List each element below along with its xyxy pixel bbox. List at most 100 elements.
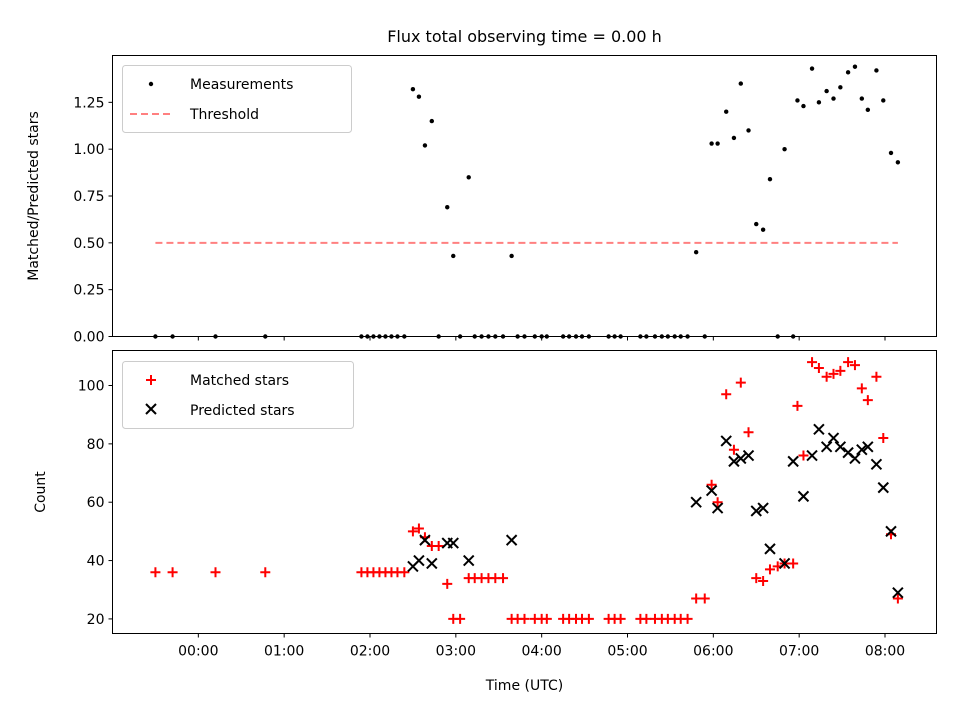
measurement-point bbox=[709, 141, 714, 146]
predicted-star-point bbox=[426, 557, 438, 570]
bottom-y-tick-label: 60 bbox=[87, 495, 105, 511]
measurement-point bbox=[888, 150, 894, 156]
measurement-point bbox=[754, 221, 759, 227]
matched-star-point bbox=[751, 573, 762, 584]
matched-star-point bbox=[641, 613, 652, 624]
predicted-star-point bbox=[870, 458, 883, 470]
top-axes: 0.00 0.25 0.50 0.75 1.00 1.25 bbox=[73, 95, 886, 346]
top-plot-frame bbox=[112, 55, 937, 337]
measurement-point bbox=[416, 94, 422, 99]
matched-star-point bbox=[862, 395, 873, 406]
x-tick-label: 02:00 bbox=[350, 644, 390, 660]
bottom-plot: 00:00 01:00 02:00 03:00 04:00 05:00 06:00 07:00… bbox=[33, 350, 937, 694]
predicted-star-point bbox=[834, 441, 847, 453]
bottom-plot-frame bbox=[112, 350, 937, 634]
measurement-point bbox=[451, 253, 456, 259]
x-tick-label: 03:00 bbox=[436, 644, 476, 660]
predicted-star-point bbox=[862, 441, 874, 453]
x-tick-label: 00:00 bbox=[178, 644, 218, 660]
predicted-star-point bbox=[705, 484, 718, 497]
top-data-marks bbox=[153, 64, 901, 339]
predicted-star-point bbox=[787, 455, 799, 468]
bottom-axes: 00:00 01:00 02:00 03:00 04:00 05:00 06:00 07:00… bbox=[78, 379, 905, 660]
predicted-star-point bbox=[885, 525, 897, 538]
top-legend: Measurements Threshold bbox=[122, 65, 352, 133]
measurement-point bbox=[859, 96, 865, 101]
matched-star-point bbox=[210, 567, 221, 578]
bottom-legend-box bbox=[122, 361, 354, 429]
top-y-tick-label: 0.25 bbox=[73, 283, 104, 299]
x-tick-label: 07:00 bbox=[779, 644, 819, 660]
top-y-tick-label: 0.75 bbox=[73, 189, 104, 205]
bottom-y-tick-label: 40 bbox=[87, 554, 105, 570]
matched-star-point bbox=[167, 567, 178, 578]
predicted-star-point bbox=[820, 441, 833, 453]
measurement-point bbox=[445, 205, 450, 210]
predicted-star-point bbox=[877, 481, 889, 494]
matched-star-point bbox=[849, 360, 860, 371]
measurement-point bbox=[865, 107, 871, 113]
measurement-point bbox=[824, 88, 829, 94]
measurement-point bbox=[795, 98, 800, 103]
matched-star-point bbox=[821, 371, 832, 382]
matched-star-point bbox=[843, 357, 854, 368]
matched-star-point bbox=[828, 368, 839, 379]
matched-star-point bbox=[442, 578, 453, 589]
measurement-point bbox=[809, 66, 815, 71]
matched-star-point bbox=[691, 593, 702, 604]
matched-star-point bbox=[541, 613, 552, 624]
measurement-point bbox=[845, 70, 851, 75]
predicted-star-point bbox=[797, 490, 810, 503]
matched-star-point bbox=[706, 479, 717, 490]
bottom-y-axis-label: Count bbox=[33, 471, 49, 513]
predicted-star-point bbox=[690, 496, 702, 508]
matched-star-point bbox=[433, 540, 444, 551]
measurements-legend-label: Measurements bbox=[190, 77, 293, 93]
predicted-star-point bbox=[856, 443, 868, 456]
matched-star-point bbox=[712, 497, 723, 508]
matched-star-point bbox=[615, 613, 626, 624]
matched-star-point bbox=[519, 613, 530, 624]
predicted-star-point bbox=[849, 452, 861, 465]
x-tick-label: 01:00 bbox=[264, 644, 304, 660]
matched-star-point bbox=[871, 371, 882, 382]
predicted-legend-label: Predicted stars bbox=[190, 403, 295, 419]
matched-star-point bbox=[743, 427, 754, 438]
matched-star-point bbox=[856, 383, 867, 394]
x-tick-label: 05:00 bbox=[607, 644, 647, 660]
matched-star-point bbox=[721, 389, 732, 400]
matched-star-point bbox=[413, 523, 424, 534]
matched-star-point bbox=[813, 363, 824, 374]
measurement-point bbox=[816, 100, 822, 105]
matched-star-point bbox=[892, 593, 903, 604]
matched-star-point bbox=[735, 377, 746, 388]
measurement-point bbox=[760, 227, 766, 232]
measurement-point bbox=[715, 141, 720, 146]
measurements-legend-marker bbox=[148, 81, 154, 87]
bottom-y-tick-label: 20 bbox=[87, 612, 105, 628]
predicted-star-point bbox=[728, 455, 740, 468]
matched-star-point bbox=[699, 593, 710, 604]
bottom-legend: Matched stars Predicted stars bbox=[122, 361, 354, 429]
predicted-star-point bbox=[892, 586, 904, 599]
top-y-axis-label: Matched/Predicted stars bbox=[26, 111, 42, 281]
matched-star-point bbox=[788, 558, 799, 569]
measurement-point bbox=[422, 143, 428, 148]
measurement-point bbox=[895, 160, 901, 165]
matched-star-point bbox=[764, 564, 775, 575]
predicted-legend-marker bbox=[145, 403, 157, 415]
matched-star-point bbox=[399, 567, 410, 578]
predicted-star-point bbox=[806, 449, 818, 462]
measurement-point bbox=[693, 250, 699, 255]
predicted-star-point bbox=[413, 554, 425, 567]
predicted-star-point bbox=[827, 432, 840, 444]
top-y-tick-label: 0.00 bbox=[73, 330, 104, 346]
measurement-point bbox=[724, 109, 729, 114]
predicted-star-point bbox=[757, 502, 769, 514]
predicted-star-point bbox=[742, 449, 755, 462]
matched-star-point bbox=[407, 526, 418, 537]
measurement-point bbox=[801, 103, 806, 109]
measurement-point bbox=[731, 135, 737, 141]
matched-star-point bbox=[792, 400, 803, 411]
